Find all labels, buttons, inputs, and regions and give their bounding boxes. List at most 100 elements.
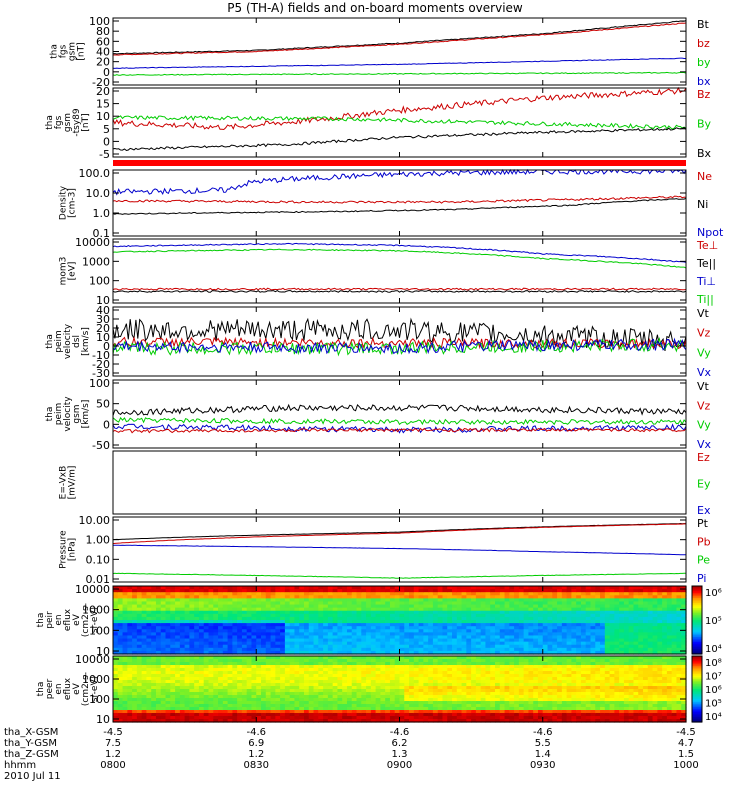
heatmap-cell <box>251 686 257 690</box>
heatmap-cell <box>232 632 238 637</box>
heatmap-cell <box>547 635 553 640</box>
heatmap-cell <box>428 632 434 637</box>
heatmap-cell <box>270 689 276 693</box>
heatmap-cell <box>537 713 544 717</box>
heatmap-cell <box>189 635 195 640</box>
y-tick-label: -10 <box>92 349 110 362</box>
heatmap-cell <box>671 586 678 590</box>
heatmap-cell <box>122 665 128 669</box>
heatmap-cell <box>261 638 267 643</box>
heatmap-cell <box>323 683 329 687</box>
heatmap-cell <box>418 638 424 643</box>
heatmap-cell <box>270 701 276 705</box>
heatmap-cell <box>251 704 257 708</box>
heatmap-cell <box>389 659 396 663</box>
heatmap-cell <box>442 665 448 669</box>
heatmap-cell <box>442 647 448 652</box>
heatmap-cell <box>165 713 171 717</box>
ylabel-line: tha <box>45 115 55 130</box>
heatmap-cell <box>122 650 128 655</box>
heatmap-cell <box>179 719 186 723</box>
heatmap-cell <box>256 641 262 646</box>
heatmap-cell <box>518 638 525 643</box>
heatmap-cell <box>141 677 148 681</box>
heatmap-cell <box>232 644 238 649</box>
heatmap-cell <box>356 626 362 630</box>
heatmap-cell <box>246 589 253 593</box>
heatmap-cell <box>456 592 463 596</box>
heatmap-cell <box>213 707 219 711</box>
heatmap-cell <box>456 674 463 678</box>
heatmap-cell <box>638 641 644 646</box>
heatmap-cell <box>323 719 329 723</box>
heatmap-cell <box>327 662 334 666</box>
heatmap-cell <box>518 616 525 621</box>
y-tick-label: 1000 <box>82 255 110 268</box>
heatmap-cell <box>232 692 238 696</box>
heatmap-cell <box>638 592 644 596</box>
heatmap-cell <box>466 592 472 596</box>
heatmap-cell <box>332 607 339 612</box>
heatmap-cell <box>499 680 506 684</box>
heatmap-cell <box>600 641 606 646</box>
heatmap-cell <box>518 698 525 702</box>
heatmap-cell <box>146 598 152 603</box>
heatmap-cell <box>380 677 386 681</box>
heatmap-cell <box>237 656 243 660</box>
heatmap-cell <box>308 689 315 693</box>
heatmap-cell <box>146 698 152 702</box>
heatmap-cell <box>580 650 587 655</box>
heatmap-cell <box>246 629 253 633</box>
heatmap-cell <box>261 592 267 596</box>
heatmap-cell <box>165 607 171 612</box>
heatmap-cell <box>471 641 477 646</box>
heatmap-cell <box>222 601 229 606</box>
heatmap-cell <box>681 623 687 627</box>
heatmap-cell <box>442 595 448 599</box>
heatmap-cell <box>571 623 577 627</box>
heatmap-cell <box>370 656 377 660</box>
heatmap-cell <box>385 595 391 599</box>
heatmap-cell <box>361 665 367 669</box>
heatmap-cell <box>399 595 405 599</box>
heatmap-cell <box>241 604 248 609</box>
heatmap-cell <box>327 698 334 702</box>
heatmap-cell <box>117 689 124 693</box>
heatmap-cell <box>475 656 482 660</box>
heatmap-cell <box>299 671 305 675</box>
heatmap-cell <box>523 677 530 681</box>
heatmap-cell <box>261 677 267 681</box>
heatmap-cell <box>299 592 305 596</box>
heatmap-cell <box>251 665 257 669</box>
heatmap-cell <box>571 632 577 637</box>
heatmap-cell <box>113 598 119 603</box>
heatmap-cell <box>428 601 434 606</box>
heatmap-cell <box>251 662 257 666</box>
heatmap-cell <box>141 680 148 684</box>
heatmap-cell <box>127 620 133 624</box>
heatmap-cell <box>136 674 143 678</box>
heatmap-cell <box>514 674 520 678</box>
heatmap-cell <box>198 620 205 624</box>
heatmap-cell <box>647 613 654 618</box>
heatmap-cell <box>208 665 214 669</box>
heatmap-cell <box>370 610 377 615</box>
heatmap-cell <box>284 719 291 723</box>
heatmap-cell <box>237 716 243 720</box>
heatmap-cell <box>495 716 501 720</box>
y-tick-label: 50 <box>96 398 110 411</box>
heatmap-cell <box>327 623 334 627</box>
heatmap-cell <box>179 692 186 696</box>
heatmap-cell <box>246 716 253 720</box>
heatmap-cell <box>265 674 272 678</box>
legend-label: Vt <box>697 380 710 393</box>
heatmap-cell <box>323 592 329 596</box>
heatmap-cell <box>132 623 138 627</box>
heatmap-cell <box>490 604 496 609</box>
heatmap-cell <box>514 632 520 637</box>
heatmap-cell <box>361 659 367 663</box>
ylabel-line: (cm2-s- <box>81 672 91 706</box>
heatmap-cell <box>647 650 654 655</box>
heatmap-cell <box>557 635 563 640</box>
heatmap-cell <box>671 610 678 615</box>
